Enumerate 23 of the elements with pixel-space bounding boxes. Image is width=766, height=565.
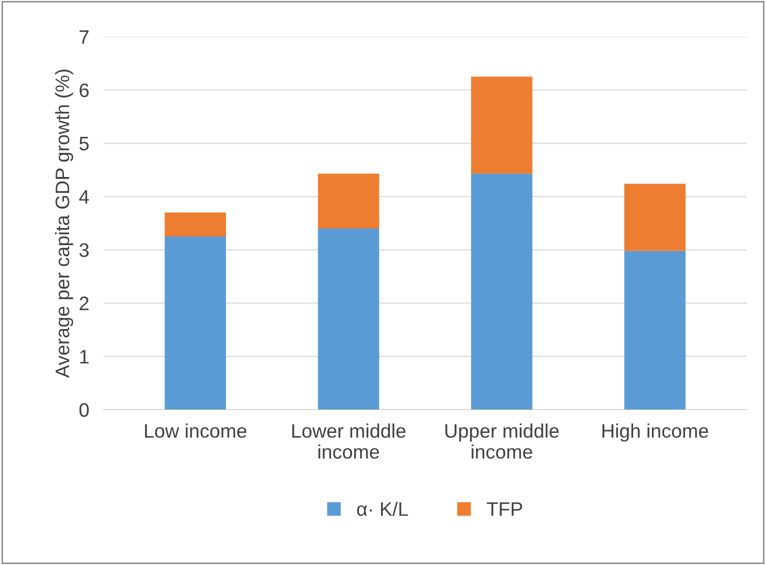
- y-tick-label: 5: [79, 136, 89, 151]
- y-axis-title: Average per capita GDP growth (%): [55, 70, 74, 378]
- legend-label: TFP: [486, 502, 522, 516]
- y-tick-label: 0: [79, 403, 89, 417]
- legend-label: α· K/L: [357, 502, 408, 516]
- y-tick-label: 2: [80, 296, 89, 310]
- y-tick-label: 4: [79, 190, 89, 204]
- y-tick-label: 3: [79, 243, 89, 258]
- bar: [318, 174, 380, 228]
- y-tick-label: 6: [80, 83, 89, 98]
- bar: [318, 228, 380, 410]
- bar: [164, 212, 226, 236]
- y-tick-label: 1: [80, 350, 89, 364]
- x-tick-label: High income: [602, 424, 708, 442]
- x-tick-label: Upper middle income: [445, 424, 559, 459]
- bar: [471, 174, 532, 410]
- y-tick-label: 7: [80, 30, 89, 44]
- bar: [624, 184, 686, 251]
- bar: [624, 250, 686, 410]
- x-tick-label: Lower middle income: [292, 424, 406, 459]
- bar: [164, 236, 226, 410]
- bar: [471, 76, 532, 174]
- x-tick-label: Low income: [145, 424, 246, 438]
